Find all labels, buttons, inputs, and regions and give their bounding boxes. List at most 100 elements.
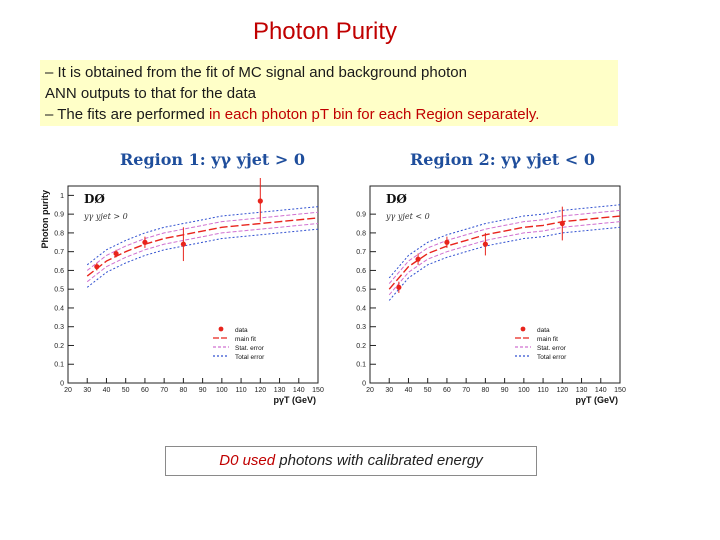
y-tick-label: 0 <box>60 381 64 388</box>
x-tick-label: 90 <box>199 387 207 394</box>
y-tick-label: 0.7 <box>54 249 64 256</box>
bullet-box: – It is obtained from the fit of MC sign… <box>40 60 618 126</box>
y-tick-label: 0.8 <box>54 230 64 237</box>
x-tick-label: 30 <box>385 387 393 394</box>
y-tick-label: 0.6 <box>356 268 366 275</box>
x-axis-label: pγT (GeV) <box>575 395 618 405</box>
stat-error-band-lower <box>86 223 319 283</box>
total-error-band-lower <box>388 226 621 301</box>
data-point <box>94 264 100 270</box>
legend-entry: data <box>537 327 550 334</box>
stat-error-band-upper <box>86 211 319 271</box>
legend-entry: main fit <box>537 336 558 343</box>
x-tick-label: 90 <box>501 387 509 394</box>
x-tick-label: 40 <box>405 387 413 394</box>
legend-entry: main fit <box>235 336 256 343</box>
y-tick-label: 0.7 <box>356 249 366 256</box>
experiment-label: DØ <box>84 192 105 206</box>
purity-plot-region-2: 20 30 40 50 60 70 80 90 100 110 120 130 140 150 0 0.1 0.… <box>356 185 626 405</box>
x-tick-label: 100 <box>216 387 228 394</box>
total-error-band-lower <box>86 228 319 288</box>
region-inset-label: yγ yjet < 0 <box>385 212 430 221</box>
y-tick-label: 0 <box>362 381 366 388</box>
x-tick-label: 50 <box>122 387 130 394</box>
y-tick-label: 0.4 <box>356 305 366 312</box>
y-tick-label: 0.2 <box>356 343 366 350</box>
legend-entry: Stat. error <box>537 345 567 352</box>
region-2-title: Region 2: yγ yjet < 0 <box>410 150 595 169</box>
main-fit-line <box>388 215 621 290</box>
x-tick-label: 80 <box>481 387 489 394</box>
y-tick-label: 0.9 <box>356 212 366 219</box>
x-tick-label: 100 <box>518 387 530 394</box>
legend-entry: Total error <box>235 354 265 361</box>
total-error-band-upper <box>388 204 621 279</box>
bullet-highlight: in each photon pT bin for each Region se… <box>208 106 540 123</box>
x-tick-label: 140 <box>595 387 607 394</box>
data-point <box>444 239 450 245</box>
x-tick-label: 110 <box>537 387 548 394</box>
y-axis-label: Photon purity <box>40 190 50 249</box>
y-tick-label: 0.3 <box>356 324 366 331</box>
y-tick-label: 0.3 <box>54 324 64 331</box>
y-tick-label: 0.9 <box>54 212 64 219</box>
x-tick-label: 50 <box>424 387 432 394</box>
y-tick-label: 0.8 <box>356 230 366 237</box>
x-tick-label: 70 <box>462 387 470 394</box>
x-tick-label: 120 <box>556 387 568 394</box>
total-error-band-upper <box>86 206 319 266</box>
x-tick-label: 130 <box>274 387 286 394</box>
legend-entry: Stat. error <box>235 345 265 352</box>
stat-error-band-upper <box>388 209 621 284</box>
experiment-label: DØ <box>386 192 407 206</box>
data-point <box>142 239 148 245</box>
region-inset-label: yγ yjet > 0 <box>83 212 128 221</box>
x-tick-label: 140 <box>293 387 305 394</box>
plot-frame <box>67 185 319 384</box>
x-tick-label: 130 <box>576 387 588 394</box>
slide-title: Photon Purity <box>252 18 398 45</box>
x-tick-label: 30 <box>83 387 91 394</box>
x-tick-label: 150 <box>614 387 626 394</box>
region-1-title: Region 1: yγ yjet > 0 <box>120 150 305 169</box>
plot-frame <box>369 185 621 384</box>
note-text: photons with calibrated energy <box>275 452 483 469</box>
bullet-line-3: – The fits are performed in each photon … <box>45 106 539 123</box>
x-tick-label: 40 <box>103 387 111 394</box>
x-tick-label: 20 <box>366 387 374 394</box>
y-tick-label: 1 <box>60 193 64 200</box>
x-tick-label: 110 <box>235 387 246 394</box>
data-point <box>257 198 263 204</box>
bullet-line-1: – It is obtained from the fit of MC sign… <box>45 64 467 81</box>
x-tick-label: 70 <box>160 387 168 394</box>
data-point <box>482 241 488 247</box>
data-point <box>113 250 119 257</box>
data-point <box>415 256 421 262</box>
y-tick-label: 0.4 <box>54 305 64 312</box>
data-point <box>396 284 402 290</box>
bullet-text: – The fits are performed <box>45 106 209 123</box>
legend-marker-data <box>218 326 224 332</box>
x-tick-label: 60 <box>141 387 149 394</box>
legend-entry: Total error <box>537 354 567 361</box>
y-tick-label: 0.2 <box>54 343 64 350</box>
data-point <box>180 241 186 247</box>
x-tick-label: 150 <box>312 387 324 394</box>
x-axis-label: pγT (GeV) <box>273 395 316 405</box>
y-tick-label: 0.6 <box>54 268 64 275</box>
y-tick-label: 0.1 <box>54 362 64 369</box>
note-box: D0 used photons with calibrated energy <box>165 446 537 476</box>
bullet-text: – It is obtained from the fit of MC sign… <box>45 64 467 81</box>
x-tick-label: 60 <box>443 387 451 394</box>
main-fit-line <box>86 217 319 277</box>
legend-entry: data <box>235 327 248 334</box>
x-tick-label: 80 <box>179 387 187 394</box>
note-highlight: D0 used <box>219 452 276 469</box>
stat-error-band-lower <box>388 221 621 296</box>
data-point <box>559 220 565 227</box>
purity-plot-region-1: 20 30 40 50 60 70 80 90 100 110 120 130 140 150 0 0.1 0.… <box>40 178 324 405</box>
x-tick-label: 120 <box>254 387 266 394</box>
y-tick-label: 0.5 <box>54 287 64 294</box>
bullet-line-2: ANN outputs to that for the data <box>45 85 256 102</box>
x-tick-label: 20 <box>64 387 72 394</box>
